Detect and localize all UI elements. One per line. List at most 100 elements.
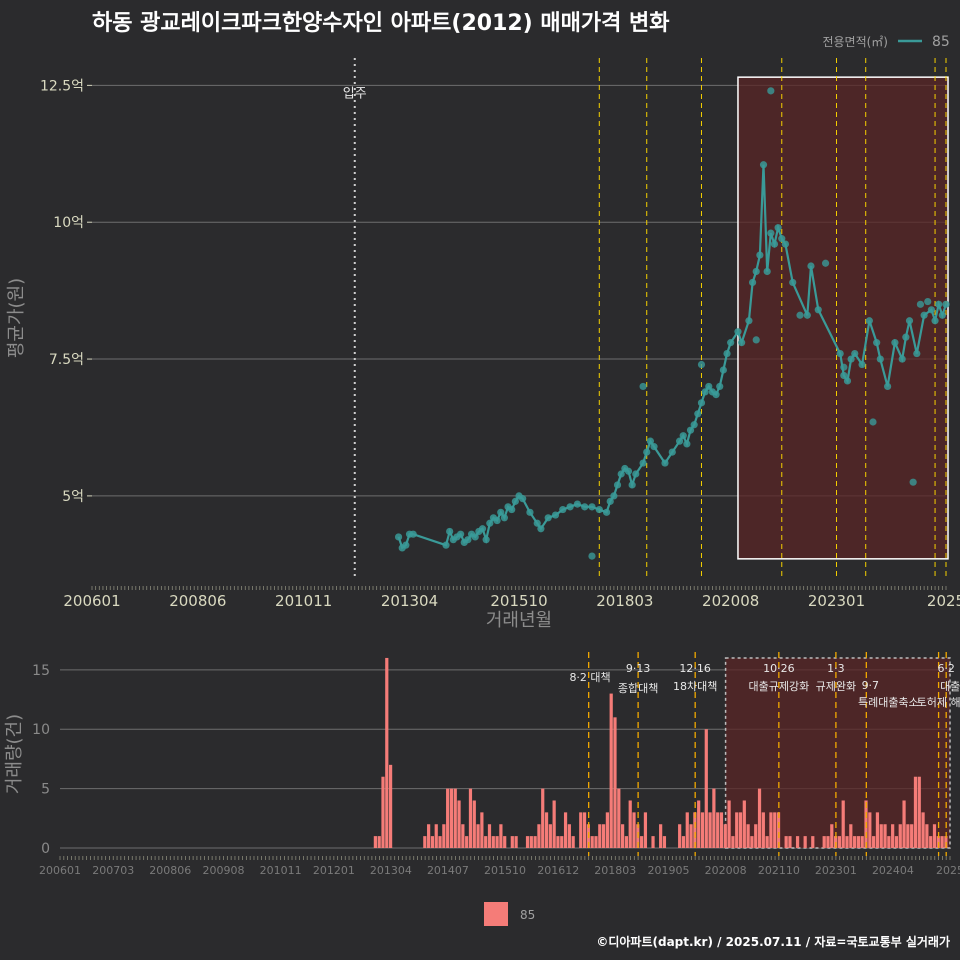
vol-x-tick-label: 202110	[758, 864, 800, 877]
volume-bar	[548, 824, 552, 848]
volume-bar	[598, 824, 602, 848]
price-point	[668, 448, 676, 456]
volume-bar	[643, 812, 648, 848]
policy-label: 대출	[940, 680, 960, 693]
x-tick-label: 200601	[63, 592, 120, 610]
chart-title: 하동 광교레이크파크한양수자인 아파트(2012) 매매가격 변화	[92, 11, 670, 36]
volume-bar	[822, 836, 826, 848]
volume-bar	[579, 812, 583, 848]
vol-x-tick-label: 201510	[484, 864, 526, 877]
volume-bar	[503, 836, 507, 848]
volume-bar	[582, 812, 587, 848]
price-point	[938, 311, 946, 319]
volume-bar	[659, 824, 663, 848]
volume-bar	[605, 812, 609, 848]
policy-date-label: 1·3	[827, 662, 845, 675]
price-point	[913, 349, 921, 358]
price-point	[767, 87, 775, 95]
vol-x-tick-label: 2025	[936, 864, 960, 877]
vol-x-tick-label: 200703	[92, 864, 134, 877]
volume-bar	[476, 824, 480, 848]
policy-date-label: 9·7	[862, 679, 880, 692]
policy-label: 규제완화	[816, 680, 856, 693]
volume-bar	[875, 812, 880, 848]
volume-bar	[434, 824, 438, 848]
vol-x-tick-label: 201803	[594, 864, 636, 877]
price-point	[697, 399, 706, 407]
y-tick-label: 5억	[62, 489, 84, 505]
volume-bar	[465, 836, 469, 848]
volume-bar	[689, 824, 693, 848]
volume-bar	[617, 788, 621, 848]
volume-bar	[590, 836, 594, 848]
volume-bar	[761, 812, 765, 848]
vol-x-tick-label: 202008	[705, 864, 747, 877]
volume-bar	[738, 812, 743, 848]
x-tick-label: 202008	[702, 592, 759, 610]
price-point	[661, 459, 669, 467]
price-point	[595, 505, 603, 514]
price-point	[836, 349, 844, 358]
volume-bar	[381, 776, 385, 848]
policy-date-label: 6·2	[937, 662, 955, 675]
price-point	[643, 448, 651, 456]
price-point	[588, 503, 596, 511]
price-point	[471, 533, 479, 541]
volume-bar	[902, 800, 906, 848]
price-point	[675, 437, 684, 445]
policy-label: 대출규제강화	[748, 680, 809, 693]
volume-bar	[716, 812, 720, 848]
price-point	[497, 508, 505, 516]
volume-bar	[765, 836, 769, 848]
price-point	[646, 437, 654, 445]
price-point	[935, 300, 943, 308]
price-point	[851, 349, 859, 358]
price-point	[537, 525, 545, 533]
volume-bar	[678, 824, 682, 848]
volume-bar	[853, 836, 857, 848]
volume-bar	[849, 824, 853, 848]
price-point	[624, 467, 633, 475]
y-tick-label: 10억	[53, 215, 84, 231]
price-point	[701, 388, 709, 396]
volume-bar	[906, 824, 910, 848]
volume-bar	[700, 812, 705, 848]
price-point	[738, 339, 746, 347]
volume-bar	[913, 776, 918, 848]
volume-bar	[811, 836, 815, 848]
top-legend: 전용면적(㎡) 85	[822, 34, 949, 50]
price-point	[916, 300, 925, 308]
volume-bar	[910, 824, 914, 848]
volume-bar	[438, 836, 442, 848]
x-tick-label: 201510	[490, 592, 547, 610]
volume-bar	[662, 836, 667, 848]
price-point	[457, 530, 465, 538]
volume-bar	[449, 788, 454, 848]
volume-bar	[921, 812, 925, 848]
volume-bar	[754, 824, 758, 848]
x-tick-label: 201803	[596, 592, 653, 610]
policy-label: 종합대책	[618, 682, 658, 695]
volume-bar	[776, 812, 781, 848]
price-point	[464, 536, 472, 544]
price-point	[767, 229, 775, 237]
policy-label: 8·2 대책	[569, 671, 610, 684]
price-point	[628, 481, 636, 489]
highlight-box	[737, 76, 949, 560]
volume-bar	[529, 836, 533, 848]
volume-bar	[727, 800, 731, 848]
price-point	[602, 508, 611, 516]
x-tick-label: 200806	[169, 592, 226, 610]
volume-bar	[697, 800, 701, 848]
volume-bar	[693, 812, 697, 848]
price-point	[478, 525, 487, 533]
price-point	[734, 328, 742, 336]
volume-bar	[533, 836, 537, 848]
price-point	[909, 478, 917, 486]
volume-bar	[803, 836, 807, 848]
volume-bar	[552, 800, 556, 848]
volume-bar	[898, 824, 902, 848]
price-point	[610, 492, 618, 500]
price-point	[770, 240, 779, 248]
vol-x-tick-label: 201612	[537, 864, 579, 877]
